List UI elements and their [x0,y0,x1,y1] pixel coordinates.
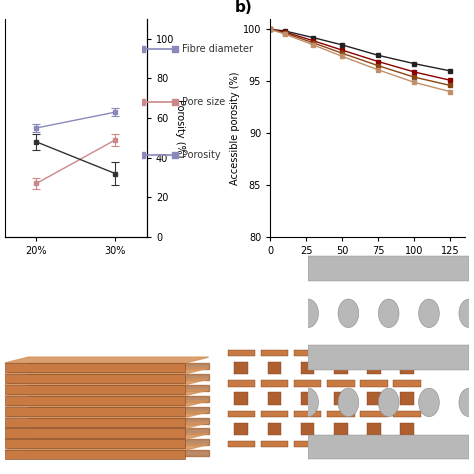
Bar [228,410,255,417]
Polygon shape [28,418,209,424]
Text: Fibre diameter: Fibre diameter [182,44,253,54]
Bar [5,418,185,427]
Polygon shape [28,396,209,402]
Bar [267,362,282,374]
Text: e): e) [382,249,396,262]
Circle shape [338,388,359,417]
Polygon shape [5,357,209,363]
Circle shape [378,388,399,417]
Bar [294,441,321,447]
Bar [5,374,185,383]
Circle shape [378,299,399,328]
Bar [261,380,288,387]
Y-axis label: Accessible porosity (%): Accessible porosity (%) [230,71,240,185]
Polygon shape [5,368,209,374]
Text: b): b) [235,0,253,15]
Y-axis label: Porosity (%): Porosity (%) [175,99,185,157]
Polygon shape [28,374,209,380]
Polygon shape [28,450,209,456]
Bar [267,392,282,405]
Bar [234,362,248,374]
Bar [334,423,347,435]
Bar [234,423,248,435]
Bar [228,380,255,387]
Bar [234,392,248,405]
Bar [267,423,282,435]
Bar [334,392,347,405]
Bar [400,392,414,405]
Bar [228,441,255,447]
Text: d): d) [135,249,150,262]
Polygon shape [28,385,209,391]
Bar [400,423,414,435]
Circle shape [419,299,439,328]
Bar [367,362,381,374]
Bar [327,350,355,356]
Bar [228,350,255,356]
Circle shape [298,299,319,328]
Polygon shape [5,423,209,428]
Bar [327,410,355,417]
Bar [400,362,414,374]
Bar [301,392,314,405]
Bar [5,428,185,438]
Polygon shape [5,379,209,385]
Bar [261,441,288,447]
Polygon shape [5,401,209,407]
Polygon shape [28,363,209,369]
Polygon shape [5,433,209,439]
Bar [308,256,469,281]
Text: Porosity: Porosity [182,150,220,160]
Polygon shape [28,407,209,412]
Bar [5,407,185,416]
Bar [327,441,355,447]
Circle shape [338,299,359,328]
Bar [327,380,355,387]
Bar [360,441,388,447]
Bar [393,441,421,447]
Bar [5,450,185,459]
Circle shape [419,388,439,417]
Polygon shape [5,411,209,418]
Text: Pore size: Pore size [182,97,225,107]
Bar [367,392,381,405]
Circle shape [298,388,319,417]
Bar [334,362,347,374]
Bar [294,380,321,387]
Bar [301,423,314,435]
Bar [301,362,314,374]
Bar [5,439,185,448]
Bar [308,435,469,459]
Polygon shape [5,445,209,450]
Circle shape [459,388,474,417]
Bar [360,380,388,387]
Bar [261,410,288,417]
Bar [367,423,381,435]
Bar [5,363,185,372]
Bar [294,350,321,356]
Polygon shape [28,428,209,434]
X-axis label: Threshold pore d: Threshold pore d [326,262,409,272]
Bar [261,350,288,356]
Bar [393,350,421,356]
Polygon shape [28,439,209,446]
Bar [393,380,421,387]
Bar [5,385,185,394]
Bar [360,410,388,417]
Bar [393,410,421,417]
Bar [5,396,185,405]
Bar [308,346,469,370]
Bar [360,350,388,356]
Bar [294,410,321,417]
Circle shape [459,299,474,328]
Polygon shape [5,390,209,396]
